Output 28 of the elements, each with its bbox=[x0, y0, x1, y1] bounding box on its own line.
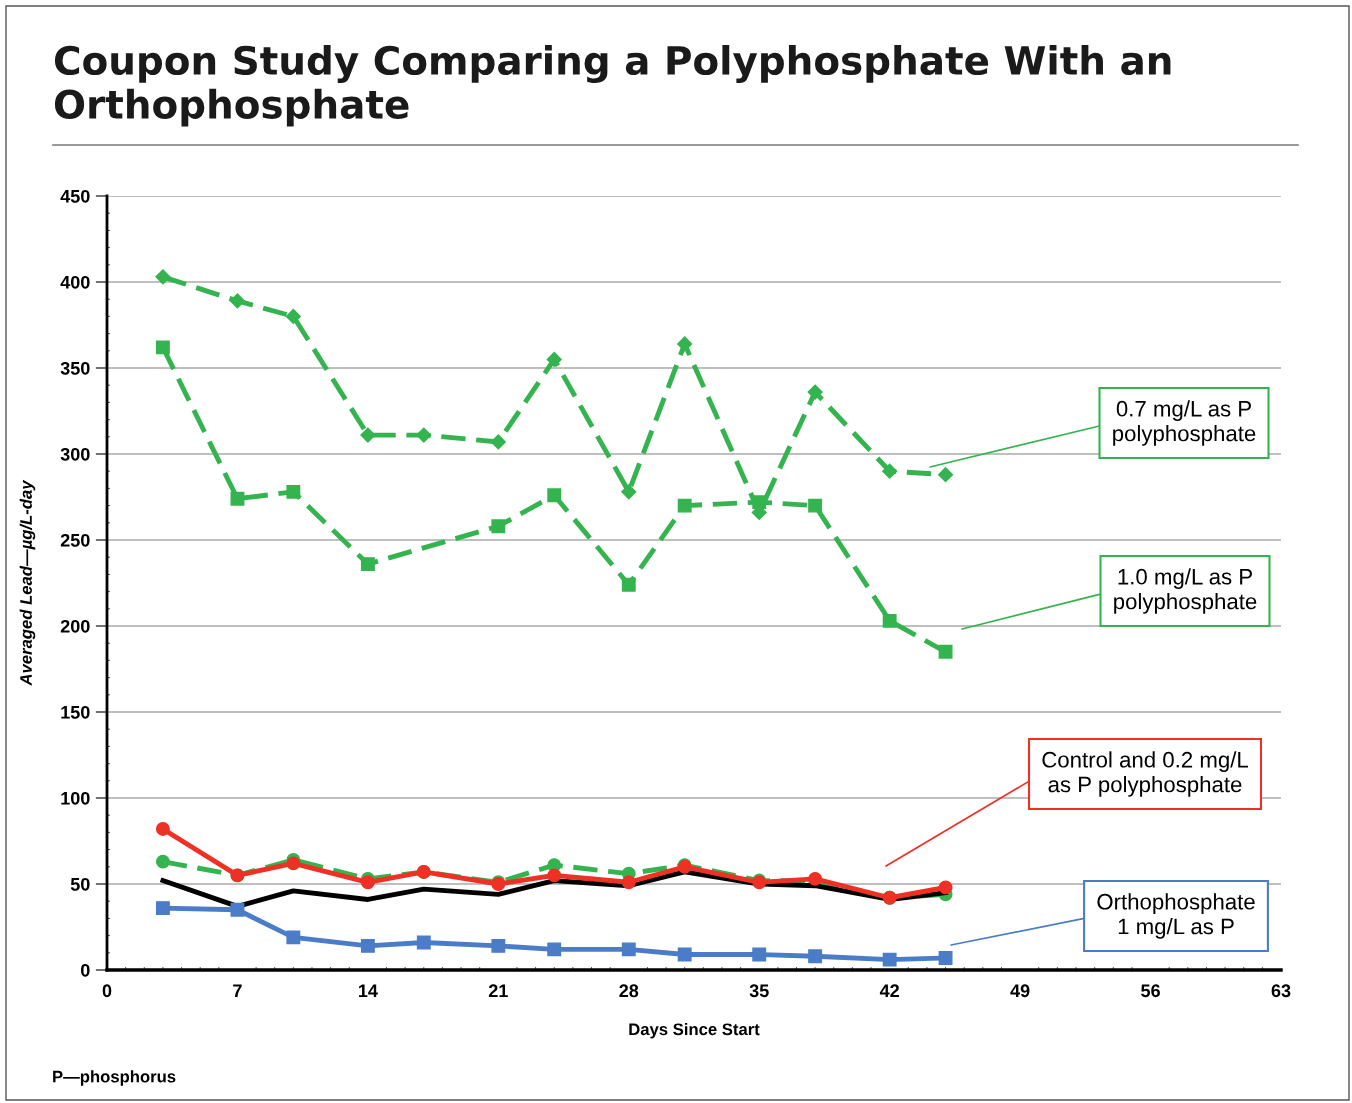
x-tick-label: 49 bbox=[1010, 984, 1030, 998]
y-tick-label: 250 bbox=[60, 533, 90, 547]
x-tick-label: 0 bbox=[102, 984, 112, 998]
y-tick-label: 200 bbox=[60, 619, 90, 633]
y-tick-label: 300 bbox=[60, 447, 90, 461]
chart-title: Coupon Study Comparing a Polyphosphate With an Orthophosphate bbox=[54, 45, 1171, 127]
x-tick-label: 28 bbox=[619, 984, 639, 998]
y-tick-label: 450 bbox=[60, 189, 90, 203]
text: P—phosphorus bbox=[53, 1070, 176, 1086]
y-tick-label: 100 bbox=[61, 791, 90, 805]
x-tick-label: 56 bbox=[1141, 984, 1160, 998]
x-tick-label: 21 bbox=[488, 984, 508, 997]
y-tick-label: 350 bbox=[60, 361, 90, 375]
text: 1.0 mg/L as P polyphosphate bbox=[1114, 568, 1257, 614]
x-tick-label: 35 bbox=[749, 984, 769, 998]
y-tick-label: 0 bbox=[81, 963, 90, 977]
x-tick-label: 63 bbox=[1271, 984, 1291, 998]
y-tick-label: 50 bbox=[70, 877, 90, 891]
x-tick-label: 14 bbox=[358, 984, 378, 997]
x-axis-title: Days Since Start bbox=[629, 1022, 760, 1039]
x-tick-label: 7 bbox=[233, 984, 242, 997]
y-axis-title: Averaged Lead—µg/L-day bbox=[19, 479, 36, 686]
x-tick-label: 42 bbox=[879, 984, 899, 997]
text: Control and 0.2 mg/L as P polyphosphate bbox=[1042, 751, 1249, 797]
text: 0.7 mg/L as P polyphosphate bbox=[1113, 400, 1256, 446]
y-tick-label: 150 bbox=[61, 705, 90, 719]
text: Orthophosphate 1 mg/L as P bbox=[1097, 893, 1255, 939]
y-tick-label: 400 bbox=[60, 275, 90, 289]
